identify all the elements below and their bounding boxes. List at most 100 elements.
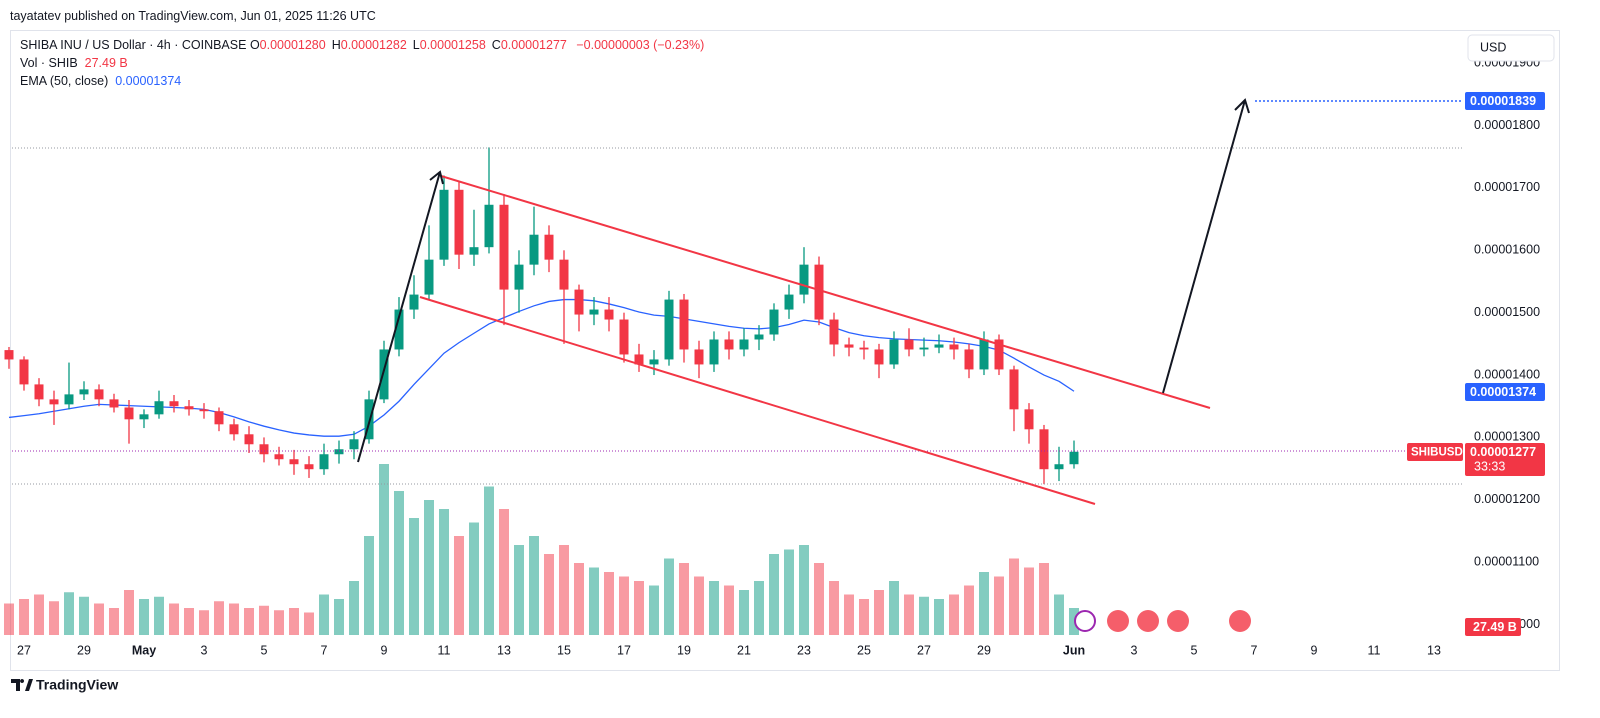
candle-body [244, 434, 254, 445]
y-tick-label: 0.00001500 [1474, 305, 1540, 319]
currency[interactable]: USD [1480, 40, 1506, 54]
candle-body [934, 344, 944, 348]
volume-bar [49, 601, 59, 635]
currency-button[interactable] [1467, 34, 1555, 62]
x-tick-label: 3 [1131, 643, 1138, 657]
ema-tag [1465, 383, 1545, 401]
candle-body [634, 354, 644, 365]
volume-value: 27.49 B [84, 56, 128, 70]
volume-bar [259, 605, 269, 635]
volume-bar [574, 563, 584, 635]
x-tick-label: 27 [17, 643, 31, 657]
x-tick-label: 9 [1311, 643, 1318, 657]
y-tick-label: 0.00001600 [1474, 243, 1540, 257]
candle-body [859, 347, 869, 350]
ema-line [8, 298, 1075, 437]
candle-body [679, 299, 689, 350]
volume-bar [979, 572, 989, 635]
x-tick-label: 5 [261, 643, 268, 657]
y-tick-label: 0.00001100 [1474, 554, 1539, 568]
volume-bar [679, 563, 689, 635]
event-icon[interactable] [1229, 610, 1251, 632]
last-price: 0.00001277 [1470, 445, 1536, 459]
last-price-tag [1465, 443, 1545, 476]
tags: USD 0.00001839 0.00001374 SHIBUSD 0.0000… [1407, 34, 1555, 636]
candle-body [589, 309, 599, 315]
volume-bar [424, 500, 434, 635]
candle-body [469, 247, 479, 255]
ema-tag-text: 0.00001374 [1470, 385, 1536, 399]
x-tick-label: 7 [1251, 643, 1258, 657]
candle-body [274, 454, 284, 460]
candle-body [904, 339, 914, 350]
candle-body [694, 349, 704, 365]
candle-body [964, 349, 974, 370]
volume-bar [79, 596, 89, 635]
volume-bar [994, 576, 1004, 635]
logo [11, 679, 33, 691]
volume-bar [619, 576, 629, 635]
candle-body [1009, 369, 1019, 410]
volume-bar [829, 581, 839, 635]
channel-lower [419, 296, 1096, 505]
volume-bar [409, 518, 419, 635]
x-tick-label: 17 [617, 643, 631, 657]
ohlc-value: 0.00001280 [259, 38, 326, 52]
candle-body [649, 359, 659, 365]
candle-body [1054, 464, 1064, 470]
y-tick-label: 0.00001400 [1474, 367, 1540, 381]
volume-bar [529, 536, 539, 635]
volume-bar [214, 601, 224, 635]
candle-body [124, 407, 134, 420]
volume-bar [109, 608, 119, 635]
candle-body [409, 294, 419, 310]
volume-bar [499, 509, 509, 635]
volume-bar [139, 599, 149, 635]
x-tick-label: Jun [1063, 643, 1085, 657]
volume-bar [274, 610, 284, 635]
candle-body [889, 339, 899, 365]
x-tick-label: 23 [797, 643, 811, 657]
x-tick-label: 29 [977, 643, 991, 657]
candle-body [154, 401, 164, 415]
x-tick-label: May [132, 643, 156, 657]
candle-body [139, 414, 149, 420]
volume-bar [64, 592, 74, 635]
volume-bar [559, 545, 569, 635]
x-tick-label: 19 [677, 643, 691, 657]
event-icon[interactable] [1074, 610, 1096, 632]
candle-body [604, 309, 614, 320]
volume-bar [484, 486, 494, 635]
ohlc-value: 0.00001277 [500, 38, 567, 52]
volume-bar [889, 581, 899, 635]
y-tick-label: 0.00001200 [1474, 492, 1540, 506]
volume-bar [964, 585, 974, 635]
arrow [1162, 98, 1250, 394]
event-icon[interactable] [1107, 610, 1129, 632]
target-tag [1465, 92, 1545, 110]
event-icon[interactable] [1137, 610, 1159, 632]
candle-body [304, 464, 314, 470]
y-tick-label: 0.00001300 [1474, 430, 1540, 444]
ohlc-value: 0.00001282 [340, 38, 407, 52]
candle-body [514, 264, 524, 290]
symbol-title: SHIBA INU / US Dollar · 4h · COINBASE [20, 38, 247, 52]
plot [4, 147, 1079, 635]
candle-body [1069, 451, 1079, 465]
candle-body [169, 401, 179, 407]
candle-body [769, 309, 779, 335]
candle-body [64, 394, 74, 405]
volume-tag-text: 27.49 B [1473, 620, 1517, 634]
volume-bar [724, 585, 734, 635]
volume-bar [319, 594, 329, 635]
target-tag-text: 0.00001839 [1470, 94, 1536, 108]
candle-body [949, 344, 959, 350]
candle-body [259, 444, 269, 455]
brand: TradingView [11, 677, 118, 693]
event-icon[interactable] [1167, 610, 1189, 632]
volume-bar [844, 594, 854, 635]
candle-body [229, 424, 239, 435]
candle-body [919, 347, 929, 350]
candle-body [664, 299, 674, 360]
volume-bar [949, 594, 959, 635]
